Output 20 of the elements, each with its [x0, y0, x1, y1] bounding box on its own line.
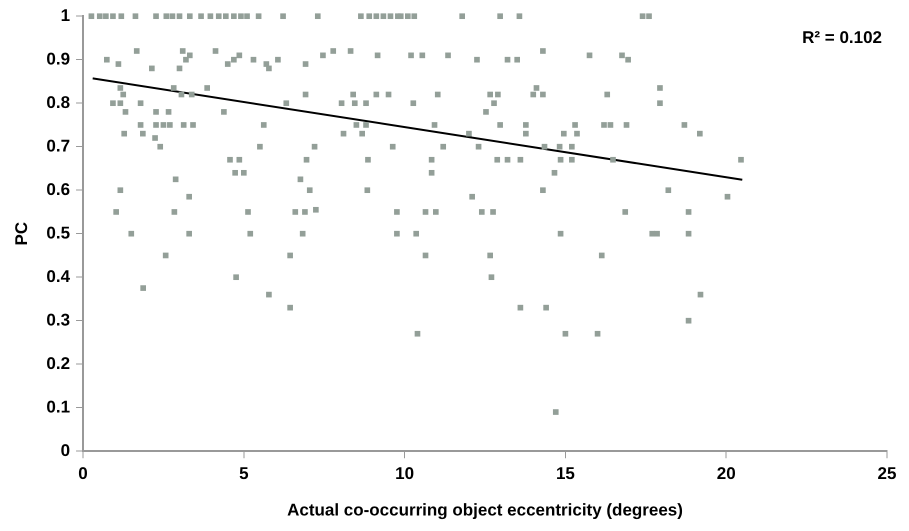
x-tick-label: 25	[878, 464, 896, 484]
y-tick-label: 0.2	[46, 354, 70, 373]
x-tick-label: 10	[395, 464, 414, 484]
y-tick-label: 0	[60, 440, 70, 460]
annotation: R² = 0.102	[802, 28, 882, 47]
y-tick-label: 1	[60, 6, 70, 25]
y-tick-label: 0.5	[46, 223, 70, 242]
x-tick-label: 0	[78, 464, 88, 484]
y-tick-label: 0.3	[46, 310, 70, 330]
y-tick-label: 0.7	[46, 136, 70, 156]
y-axis-title: PC	[12, 222, 31, 246]
y-tick-label: 0.9	[46, 49, 70, 68]
y-tick-label: 0.4	[46, 266, 71, 286]
x-tick-label: 15	[556, 464, 575, 484]
y-tick-label: 0.8	[46, 92, 70, 112]
y-tick-label: 0.1	[46, 397, 70, 416]
x-tick-label: 20	[716, 464, 736, 484]
x-axis-title: Actual co-occurring object eccentricity (degrees)	[287, 500, 683, 520]
x-tick-label: 5	[239, 464, 249, 484]
y-tick-label: 0.6	[46, 180, 70, 199]
